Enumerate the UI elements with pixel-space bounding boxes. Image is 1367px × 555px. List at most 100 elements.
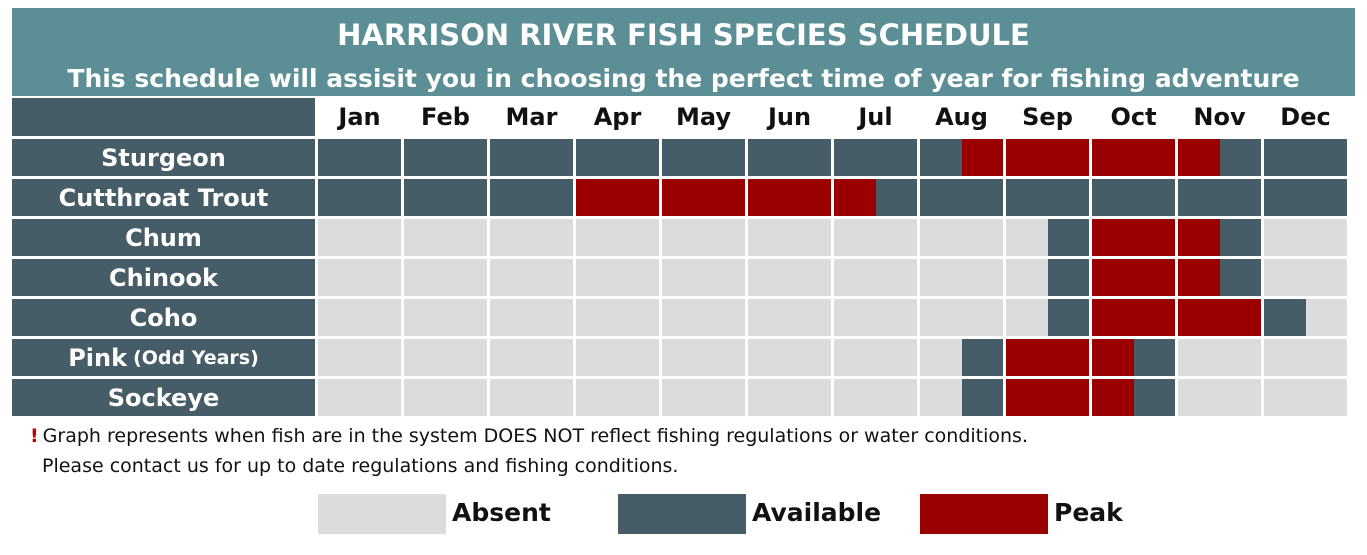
schedule-cell-absent xyxy=(576,259,659,296)
title-banner: HARRISON RIVER FISH SPECIES SCHEDULE Thi… xyxy=(12,8,1355,96)
species-label: Coho xyxy=(12,299,315,336)
schedule-cell-peak xyxy=(1178,299,1261,336)
month-header-jun: Jun xyxy=(767,103,812,131)
schedule-cell-absent xyxy=(662,379,745,416)
schedule-cell-available xyxy=(1264,299,1306,336)
legend-label-absent: Absent xyxy=(452,498,551,527)
schedule-cell-absent xyxy=(920,299,1003,336)
month-header-dec: Dec xyxy=(1280,103,1331,131)
schedule-cell-absent xyxy=(576,219,659,256)
schedule-cell-available xyxy=(1219,259,1261,296)
schedule-cell-peak xyxy=(1006,339,1089,376)
schedule-cell-available xyxy=(875,179,917,216)
schedule-cell-available xyxy=(1219,219,1261,256)
schedule-cell-absent xyxy=(490,299,573,336)
month-header-may: May xyxy=(676,103,731,131)
schedule-cell-available xyxy=(748,139,831,176)
schedule-cell-available xyxy=(404,179,487,216)
schedule-cell-peak xyxy=(1178,259,1220,296)
schedule-cell-absent xyxy=(834,379,917,416)
schedule-cell-available xyxy=(1047,299,1089,336)
schedule-cell-available xyxy=(490,179,573,216)
schedule-cell-absent xyxy=(1305,299,1347,336)
schedule-cell-absent xyxy=(920,339,962,376)
schedule-cell-available xyxy=(1264,179,1347,216)
schedule-cell-absent xyxy=(318,219,401,256)
schedule-cell-absent xyxy=(490,259,573,296)
species-label: Chinook xyxy=(12,259,315,296)
species-label: Chum xyxy=(12,219,315,256)
footnote-text-1: Graph represents when fish are in the sy… xyxy=(42,425,1028,447)
legend-swatch-absent xyxy=(318,494,446,534)
schedule-cell-absent xyxy=(490,379,573,416)
month-header-jan: Jan xyxy=(338,103,381,131)
month-header-oct: Oct xyxy=(1110,103,1157,131)
schedule-cell-absent xyxy=(834,339,917,376)
footnote-line-1: ! Graph represents when fish are in the s… xyxy=(30,425,1028,447)
schedule-cell-absent xyxy=(404,339,487,376)
chart-title: HARRISON RIVER FISH SPECIES SCHEDULE xyxy=(337,18,1030,52)
schedule-cell-absent xyxy=(1178,339,1261,376)
schedule-cell-available xyxy=(1133,339,1175,376)
schedule-cell-available xyxy=(1219,139,1261,176)
species-label: Pink (Odd Years) xyxy=(12,339,315,376)
schedule-cell-available xyxy=(490,139,573,176)
schedule-cell-available xyxy=(1047,219,1089,256)
schedule-cell-absent xyxy=(920,219,1003,256)
species-name: Chum xyxy=(125,223,202,252)
schedule-cell-absent xyxy=(318,299,401,336)
schedule-cell-peak xyxy=(1092,379,1134,416)
species-name: Cutthroat Trout xyxy=(58,183,269,212)
schedule-cell-absent xyxy=(1006,299,1048,336)
schedule-cell-available xyxy=(961,379,1003,416)
schedule-cell-absent xyxy=(576,339,659,376)
schedule-cell-absent xyxy=(662,259,745,296)
month-header-feb: Feb xyxy=(421,103,470,131)
schedule-cell-absent xyxy=(1006,259,1048,296)
schedule-cell-peak xyxy=(576,179,659,216)
schedule-cell-available xyxy=(318,139,401,176)
species-name: Pink xyxy=(68,343,128,372)
schedule-cell-peak xyxy=(1178,139,1220,176)
month-header-jul: Jul xyxy=(858,103,893,131)
schedule-cell-absent xyxy=(404,219,487,256)
schedule-cell-absent xyxy=(1264,339,1347,376)
schedule-cell-absent xyxy=(404,259,487,296)
schedule-cell-absent xyxy=(1264,219,1347,256)
schedule-cell-absent xyxy=(404,379,487,416)
warning-mark: ! xyxy=(30,425,39,447)
species-label: Sturgeon xyxy=(12,139,315,176)
month-header-nov: Nov xyxy=(1193,103,1246,131)
schedule-cell-peak xyxy=(1092,259,1175,296)
schedule-cell-absent xyxy=(1006,219,1048,256)
month-header-sep: Sep xyxy=(1022,103,1073,131)
legend-label-peak: Peak xyxy=(1054,498,1123,527)
schedule-cell-available xyxy=(318,179,401,216)
species-name: Sockeye xyxy=(107,383,220,412)
schedule-cell-absent xyxy=(834,219,917,256)
species-name: Coho xyxy=(129,303,198,332)
schedule-cell-absent xyxy=(1264,259,1347,296)
schedule-cell-absent xyxy=(748,299,831,336)
schedule-cell-available xyxy=(576,139,659,176)
species-name: Chinook xyxy=(109,263,218,292)
schedule-cell-absent xyxy=(576,299,659,336)
schedule-cell-absent xyxy=(834,259,917,296)
schedule-cell-peak xyxy=(1006,139,1089,176)
schedule-cell-absent xyxy=(748,219,831,256)
footnote-line-2: Please contact us for up to date regulat… xyxy=(42,455,679,477)
schedule-cell-peak xyxy=(961,139,1003,176)
schedule-cell-absent xyxy=(662,339,745,376)
schedule-cell-peak xyxy=(1092,139,1175,176)
schedule-cell-peak xyxy=(662,179,745,216)
schedule-cell-peak xyxy=(1092,299,1175,336)
header-corner-cell xyxy=(12,98,315,136)
schedule-cell-available xyxy=(961,339,1003,376)
schedule-cell-available xyxy=(1047,259,1089,296)
schedule-cell-absent xyxy=(748,339,831,376)
chart-subtitle: This schedule will assisit you in choosi… xyxy=(67,64,1300,93)
species-note: (Odd Years) xyxy=(133,346,259,369)
schedule-cell-available xyxy=(1092,179,1175,216)
species-label: Sockeye xyxy=(12,379,315,416)
month-header-aug: Aug xyxy=(935,103,988,131)
